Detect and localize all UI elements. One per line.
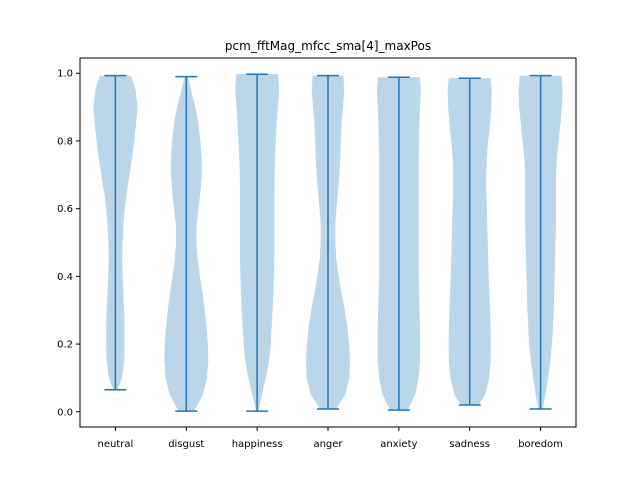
x-axis: neutral disgust happiness anger anxiety sadne… bbox=[98, 427, 563, 450]
x-tick-label-anxiety: anxiety bbox=[380, 439, 417, 450]
y-tick-label: 0.0 bbox=[57, 407, 73, 418]
y-axis: 0.0 0.2 0.4 0.6 0.8 1.0 bbox=[57, 69, 80, 418]
y-tick-label: 0.6 bbox=[57, 204, 73, 215]
x-tick-label-anger: anger bbox=[313, 439, 343, 450]
x-tick-label-neutral: neutral bbox=[98, 439, 134, 450]
x-tick-label-happiness: happiness bbox=[232, 439, 283, 450]
x-tick-label-boredom: boredom bbox=[518, 439, 563, 450]
plot-area-frame bbox=[79, 57, 577, 428]
y-tick-label: 1.0 bbox=[57, 69, 73, 80]
x-tick-label-disgust: disgust bbox=[168, 439, 204, 450]
violin-stems bbox=[104, 73, 552, 412]
y-tick-label: 0.4 bbox=[57, 272, 73, 283]
y-tick-label: 0.8 bbox=[57, 136, 73, 147]
y-tick-label: 0.2 bbox=[57, 340, 73, 351]
x-tick-label-sadness: sadness bbox=[449, 439, 490, 450]
chart-title: pcm_fftMag_mfcc_sma[4]_maxPos bbox=[225, 39, 431, 53]
